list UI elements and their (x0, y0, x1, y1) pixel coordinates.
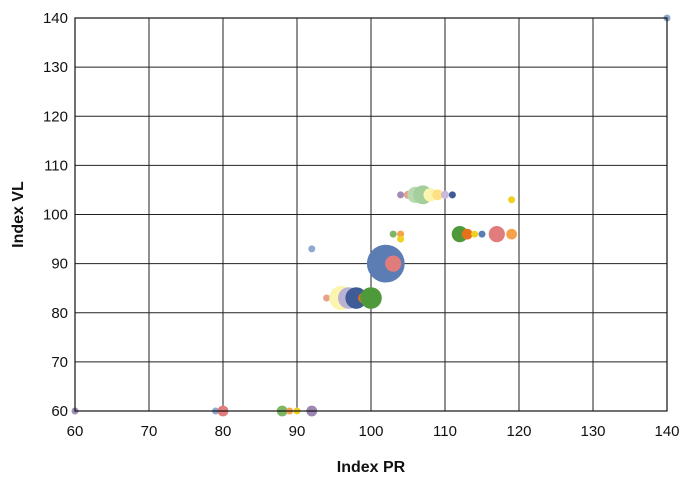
bubble-point (432, 189, 443, 201)
y-tick-label: 100 (43, 207, 68, 224)
x-tick-label: 100 (358, 423, 383, 440)
y-tick-label: 140 (43, 10, 68, 27)
bubble-point (471, 230, 479, 238)
bubble-point (345, 287, 368, 309)
plot-frame (74, 17, 668, 412)
x-tick-label: 80 (215, 423, 232, 440)
bubble-point (323, 294, 331, 302)
bubble-point (389, 230, 397, 238)
y-tick-label: 130 (43, 59, 68, 76)
y-tick-label: 110 (44, 157, 68, 174)
grid-lines (74, 17, 668, 412)
y-tick-label: 70 (51, 354, 68, 371)
bubble-point (385, 255, 402, 272)
y-axis-title: Index VL (10, 181, 27, 248)
y-tick-label: 90 (51, 256, 68, 273)
bubble-point (360, 287, 382, 309)
bubble-point (397, 230, 405, 238)
bubble-point (506, 228, 517, 240)
bubble-points (71, 14, 671, 417)
x-tick-label: 140 (654, 423, 679, 440)
x-tick-label: 110 (433, 423, 457, 440)
bubble-point (397, 235, 405, 243)
bubble-point (308, 245, 316, 253)
x-axis-title: Index PR (337, 459, 406, 476)
x-tick-label: 130 (580, 423, 605, 440)
x-tick-label: 70 (141, 423, 158, 440)
bubble-point (508, 196, 516, 204)
x-tick-label: 90 (289, 423, 306, 440)
x-tick-label: 60 (67, 423, 84, 440)
x-axis-tick-labels: 60 70 80 90 100 110 120 130 140 (67, 423, 680, 440)
bubble-point (488, 226, 505, 243)
bubble-point (448, 191, 456, 199)
y-tick-label: 80 (51, 305, 68, 322)
bubble-point (440, 190, 450, 199)
bubble-point (461, 228, 473, 240)
bubble-point (478, 230, 486, 238)
y-tick-label: 60 (51, 403, 68, 420)
bubble-point (397, 191, 405, 199)
x-tick-label: 120 (506, 423, 531, 440)
y-tick-label: 120 (43, 108, 68, 125)
y-axis-tick-labels: 60 70 80 90 100 110 120 130 140 (43, 10, 68, 420)
